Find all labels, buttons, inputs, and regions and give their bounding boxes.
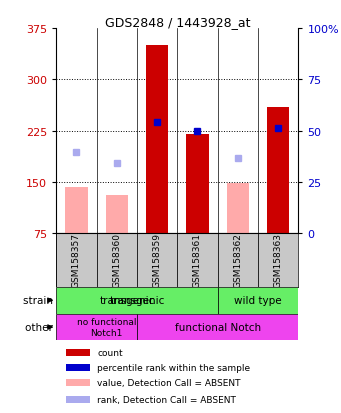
Bar <box>177 233 218 287</box>
Bar <box>56 314 137 341</box>
Bar <box>56 233 97 287</box>
Text: strain: strain <box>23 295 56 306</box>
Text: functional Notch: functional Notch <box>175 322 261 332</box>
Bar <box>66 349 90 356</box>
Bar <box>97 233 137 287</box>
Text: rank, Detection Call = ABSENT: rank, Detection Call = ABSENT <box>98 395 236 404</box>
Bar <box>187 135 209 233</box>
Text: count: count <box>98 349 123 357</box>
Bar <box>137 233 177 287</box>
Bar <box>218 287 298 314</box>
Text: transgenic: transgenic <box>99 295 154 306</box>
Text: no functional
Notch1: no functional Notch1 <box>77 318 136 337</box>
Bar <box>66 365 90 371</box>
Text: GSM158363: GSM158363 <box>274 233 283 288</box>
Text: GSM158362: GSM158362 <box>233 233 242 288</box>
Bar <box>146 46 168 233</box>
Bar <box>258 233 298 287</box>
Bar <box>227 184 249 233</box>
Text: GSM158359: GSM158359 <box>153 233 162 288</box>
Bar <box>66 396 90 403</box>
Bar <box>65 187 88 233</box>
Bar <box>106 196 128 233</box>
Text: percentile rank within the sample: percentile rank within the sample <box>98 363 251 373</box>
Text: GSM158360: GSM158360 <box>112 233 121 288</box>
Text: GSM158361: GSM158361 <box>193 233 202 288</box>
Bar <box>56 287 218 314</box>
Title: GDS2848 / 1443928_at: GDS2848 / 1443928_at <box>105 16 250 29</box>
Bar <box>137 314 298 341</box>
Text: value, Detection Call = ABSENT: value, Detection Call = ABSENT <box>98 378 241 387</box>
Bar <box>66 380 90 387</box>
Bar <box>218 233 258 287</box>
Text: GSM158357: GSM158357 <box>72 233 81 288</box>
Bar <box>267 107 289 233</box>
Text: wild type: wild type <box>234 295 282 306</box>
Text: other: other <box>25 322 56 332</box>
Text: transgenic: transgenic <box>109 295 165 306</box>
